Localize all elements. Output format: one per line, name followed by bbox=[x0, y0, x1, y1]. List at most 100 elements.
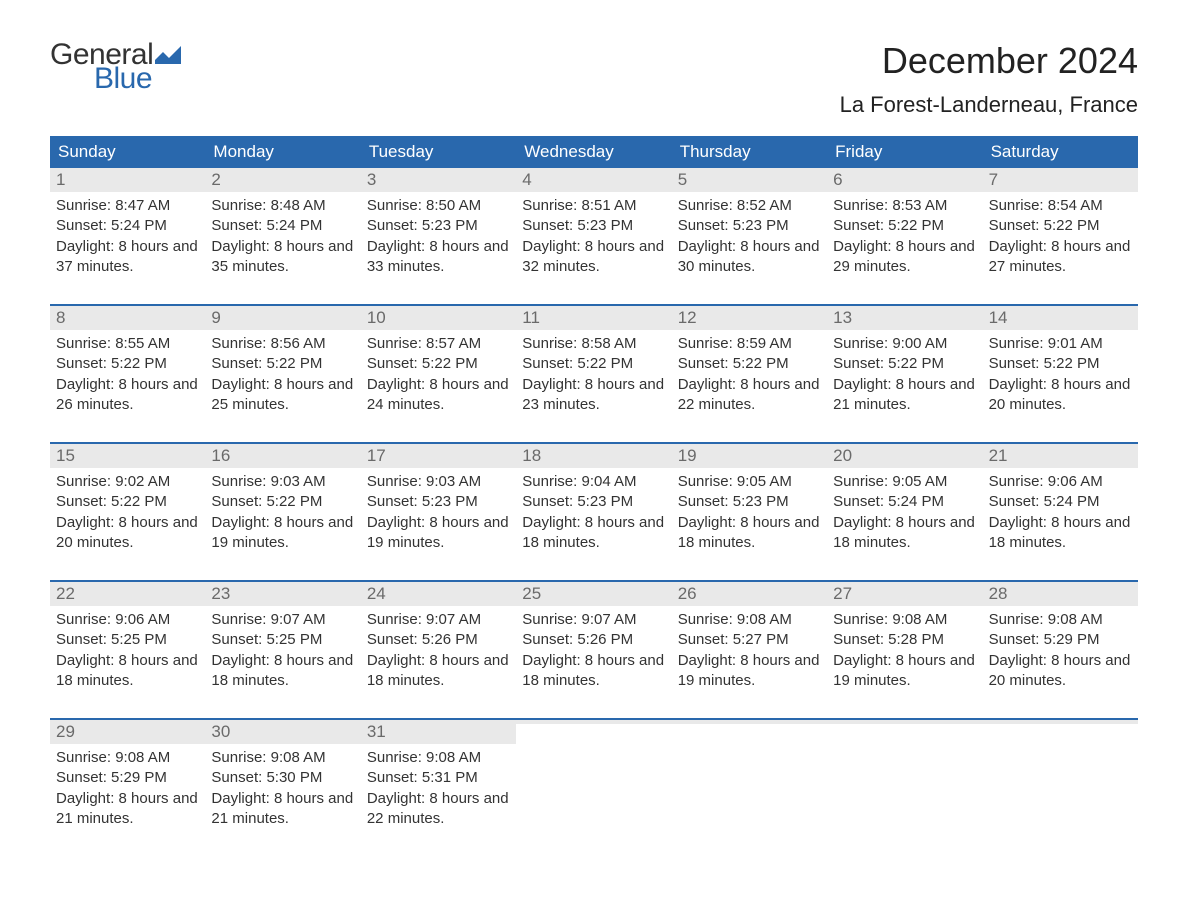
day-cell bbox=[672, 720, 827, 836]
sunrise-line: Sunrise: 9:08 AM bbox=[211, 748, 354, 768]
day-number-row: 1 bbox=[50, 168, 205, 192]
day-number-row: 27 bbox=[827, 582, 982, 606]
daylight-line: Daylight: 8 hours and 32 minutes. bbox=[522, 237, 665, 278]
daylight-line: Daylight: 8 hours and 20 minutes. bbox=[989, 651, 1132, 692]
day-cell: 18Sunrise: 9:04 AMSunset: 5:23 PMDayligh… bbox=[516, 444, 671, 560]
day-number-row: 13 bbox=[827, 306, 982, 330]
sunset-line: Sunset: 5:22 PM bbox=[833, 354, 976, 374]
day-body: Sunrise: 9:08 AMSunset: 5:30 PMDaylight:… bbox=[205, 744, 360, 836]
day-number-row: 12 bbox=[672, 306, 827, 330]
day-cell: 28 Sunrise: 9:08 AMSunset: 5:29 PMDayligh… bbox=[983, 582, 1138, 698]
sunset-line: Sunset: 5:26 PM bbox=[367, 630, 510, 650]
sunset-line: Sunset: 5:24 PM bbox=[56, 216, 199, 236]
day-number: 1 bbox=[56, 170, 65, 189]
day-number-row: 24 bbox=[361, 582, 516, 606]
sunrise-line: Sunrise: 9:05 AM bbox=[833, 472, 976, 492]
day-number-row: 15 bbox=[50, 444, 205, 468]
weekday-wednesday: Wednesday bbox=[516, 136, 671, 168]
sunrise-line: Sunrise: 9:08 AM bbox=[833, 610, 976, 630]
day-number: 28 bbox=[989, 584, 1008, 603]
day-cell: 2Sunrise: 8:48 AMSunset: 5:24 PMDaylight… bbox=[205, 168, 360, 284]
sunrise-line: Sunrise: 9:02 AM bbox=[56, 472, 199, 492]
sunset-line: Sunset: 5:31 PM bbox=[367, 768, 510, 788]
day-number: 24 bbox=[367, 584, 386, 603]
sunrise-line: Sunrise: 9:03 AM bbox=[367, 472, 510, 492]
day-number-row: 23 bbox=[205, 582, 360, 606]
week-row: 8Sunrise: 8:55 AMSunset: 5:22 PMDaylight… bbox=[50, 304, 1138, 422]
day-number-row: 21 bbox=[983, 444, 1138, 468]
daylight-line: Daylight: 8 hours and 25 minutes. bbox=[211, 375, 354, 416]
day-number-row: 2 bbox=[205, 168, 360, 192]
day-number: 27 bbox=[833, 584, 852, 603]
daylight-line: Daylight: 8 hours and 19 minutes. bbox=[211, 513, 354, 554]
sunset-line: Sunset: 5:22 PM bbox=[678, 354, 821, 374]
sunset-line: Sunset: 5:24 PM bbox=[211, 216, 354, 236]
day-cell: 11Sunrise: 8:58 AMSunset: 5:22 PMDayligh… bbox=[516, 306, 671, 422]
daylight-line: Daylight: 8 hours and 18 minutes. bbox=[367, 651, 510, 692]
day-number: 5 bbox=[678, 170, 687, 189]
daylight-line: Daylight: 8 hours and 19 minutes. bbox=[833, 651, 976, 692]
sunset-line: Sunset: 5:23 PM bbox=[367, 492, 510, 512]
sunset-line: Sunset: 5:22 PM bbox=[989, 216, 1132, 236]
day-cell: 30Sunrise: 9:08 AMSunset: 5:30 PMDayligh… bbox=[205, 720, 360, 836]
day-number-row: 31 bbox=[361, 720, 516, 744]
sunset-line: Sunset: 5:26 PM bbox=[522, 630, 665, 650]
sunrise-line: Sunrise: 9:07 AM bbox=[522, 610, 665, 630]
week-row: 29Sunrise: 9:08 AMSunset: 5:29 PMDayligh… bbox=[50, 718, 1138, 836]
day-number: 31 bbox=[367, 722, 386, 741]
sunrise-line: Sunrise: 9:08 AM bbox=[56, 748, 199, 768]
weeks-container: 1Sunrise: 8:47 AMSunset: 5:24 PMDaylight… bbox=[50, 168, 1138, 836]
daylight-line: Daylight: 8 hours and 18 minutes. bbox=[989, 513, 1132, 554]
daylight-line: Daylight: 8 hours and 18 minutes. bbox=[522, 513, 665, 554]
day-body: Sunrise: 9:05 AMSunset: 5:23 PMDaylight:… bbox=[672, 468, 827, 560]
sunrise-line: Sunrise: 8:57 AM bbox=[367, 334, 510, 354]
day-number: 12 bbox=[678, 308, 697, 327]
day-number: 7 bbox=[989, 170, 998, 189]
sunset-line: Sunset: 5:22 PM bbox=[989, 354, 1132, 374]
weekday-monday: Monday bbox=[205, 136, 360, 168]
sunrise-line: Sunrise: 8:55 AM bbox=[56, 334, 199, 354]
logo-flag-icon bbox=[155, 44, 181, 64]
day-body: Sunrise: 8:59 AMSunset: 5:22 PMDaylight:… bbox=[672, 330, 827, 422]
daylight-line: Daylight: 8 hours and 18 minutes. bbox=[56, 651, 199, 692]
day-number-row: 20 bbox=[827, 444, 982, 468]
day-number-row: 11 bbox=[516, 306, 671, 330]
day-body: Sunrise: 9:08 AMSunset: 5:28 PMDaylight:… bbox=[827, 606, 982, 698]
day-number-row: 14 bbox=[983, 306, 1138, 330]
day-cell: 31 Sunrise: 9:08 AMSunset: 5:31 PMDayligh… bbox=[361, 720, 516, 836]
day-body: Sunrise: 9:06 AMSunset: 5:24 PMDaylight:… bbox=[983, 468, 1138, 560]
sunset-line: Sunset: 5:22 PM bbox=[211, 492, 354, 512]
sunrise-line: Sunrise: 9:06 AM bbox=[989, 472, 1132, 492]
sunset-line: Sunset: 5:29 PM bbox=[56, 768, 199, 788]
day-number-row: 26 bbox=[672, 582, 827, 606]
day-number-row: 28 bbox=[983, 582, 1138, 606]
day-cell: 14Sunrise: 9:01 AMSunset: 5:22 PMDayligh… bbox=[983, 306, 1138, 422]
day-body: Sunrise: 9:08 AMSunset: 5:31 PMDaylight:… bbox=[361, 744, 516, 836]
sunset-line: Sunset: 5:22 PM bbox=[833, 216, 976, 236]
daylight-line: Daylight: 8 hours and 21 minutes. bbox=[833, 375, 976, 416]
day-body: Sunrise: 9:07 AMSunset: 5:26 PMDaylight:… bbox=[361, 606, 516, 698]
day-number: 15 bbox=[56, 446, 75, 465]
day-body: Sunrise: 8:54 AMSunset: 5:22 PMDaylight:… bbox=[983, 192, 1138, 284]
day-number: 18 bbox=[522, 446, 541, 465]
day-cell: 21Sunrise: 9:06 AMSunset: 5:24 PMDayligh… bbox=[983, 444, 1138, 560]
day-cell: 26Sunrise: 9:08 AMSunset: 5:27 PMDayligh… bbox=[672, 582, 827, 698]
page-title: December 2024 bbox=[840, 40, 1138, 82]
daylight-line: Daylight: 8 hours and 18 minutes. bbox=[211, 651, 354, 692]
sunrise-line: Sunrise: 9:07 AM bbox=[367, 610, 510, 630]
day-body: Sunrise: 9:06 AMSunset: 5:25 PMDaylight:… bbox=[50, 606, 205, 698]
day-cell: 23Sunrise: 9:07 AMSunset: 5:25 PMDayligh… bbox=[205, 582, 360, 698]
day-cell: 12 Sunrise: 8:59 AMSunset: 5:22 PMDayligh… bbox=[672, 306, 827, 422]
day-cell: 25Sunrise: 9:07 AMSunset: 5:26 PMDayligh… bbox=[516, 582, 671, 698]
daylight-line: Daylight: 8 hours and 20 minutes. bbox=[989, 375, 1132, 416]
daylight-line: Daylight: 8 hours and 22 minutes. bbox=[678, 375, 821, 416]
day-body: Sunrise: 9:08 AMSunset: 5:29 PMDaylight:… bbox=[983, 606, 1138, 698]
day-body bbox=[672, 724, 827, 816]
weekday-saturday: Saturday bbox=[983, 136, 1138, 168]
daylight-line: Daylight: 8 hours and 24 minutes. bbox=[367, 375, 510, 416]
sunrise-line: Sunrise: 8:58 AM bbox=[522, 334, 665, 354]
day-cell: 16Sunrise: 9:03 AMSunset: 5:22 PMDayligh… bbox=[205, 444, 360, 560]
sunrise-line: Sunrise: 8:51 AM bbox=[522, 196, 665, 216]
sunrise-line: Sunrise: 8:52 AM bbox=[678, 196, 821, 216]
day-number: 13 bbox=[833, 308, 852, 327]
